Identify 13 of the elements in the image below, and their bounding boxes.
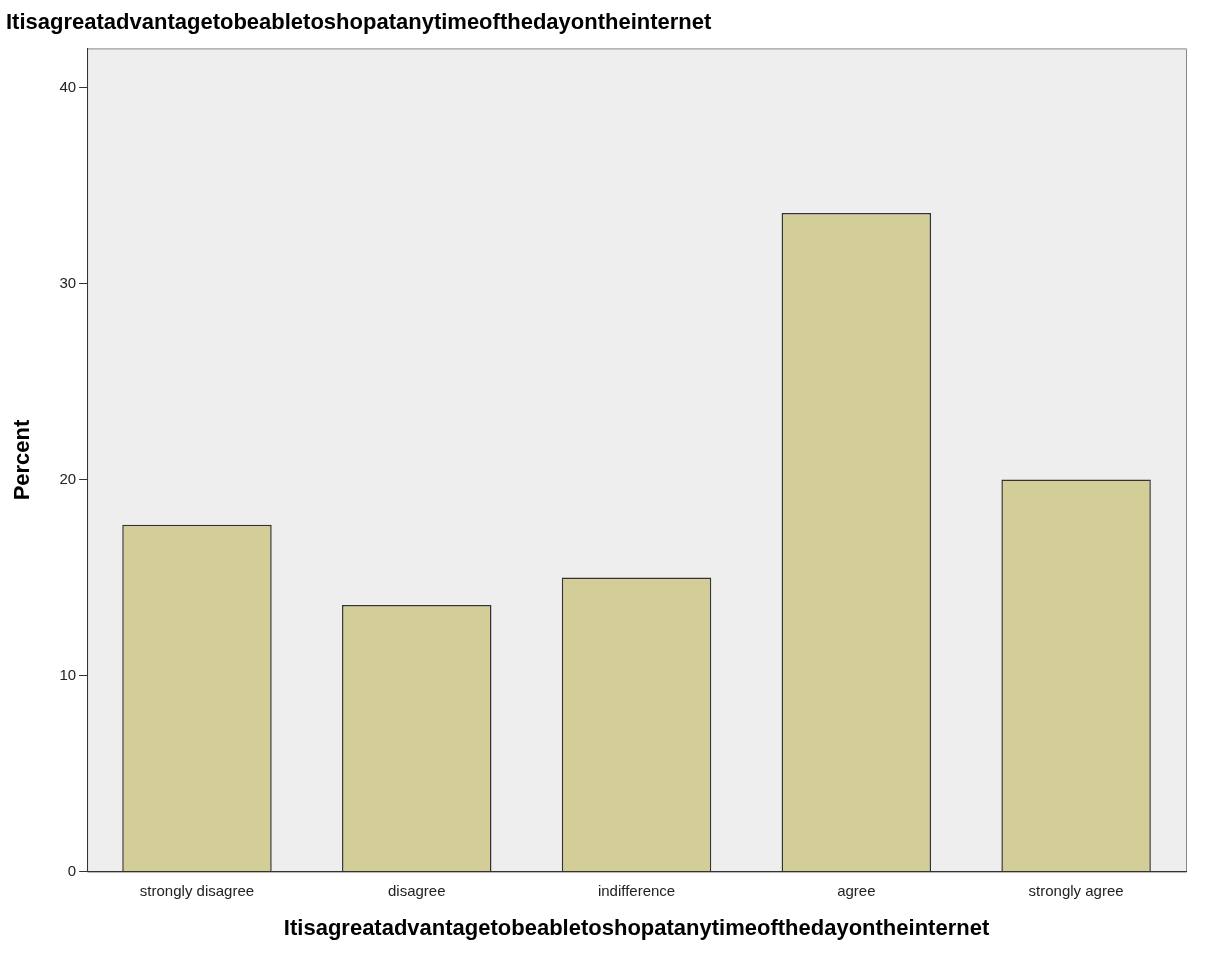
- x-tick-label: indifference: [597, 881, 676, 899]
- x-axis-title: Itisagreatadvantagetobeabletoshopatanytimeofthedayontheinternet: [283, 914, 990, 940]
- x-tick-label: strongly disagree: [139, 881, 255, 899]
- x-tick-label: agree: [837, 881, 876, 899]
- y-tick-label: 10: [59, 665, 77, 683]
- chart-title: Itisagreatadvantagetobeabletoshopatanytimeofthedayontheinternet: [6, 9, 713, 35]
- y-tick-label: 40: [59, 77, 77, 95]
- y-axis-title: Percent: [9, 418, 35, 501]
- x-tick-label: disagree: [387, 881, 446, 899]
- y-tick-label: 30: [59, 273, 77, 291]
- y-tick-label: 20: [59, 469, 77, 487]
- x-tick-label: strongly agree: [1028, 881, 1124, 899]
- y-tick-label: 0: [67, 861, 77, 879]
